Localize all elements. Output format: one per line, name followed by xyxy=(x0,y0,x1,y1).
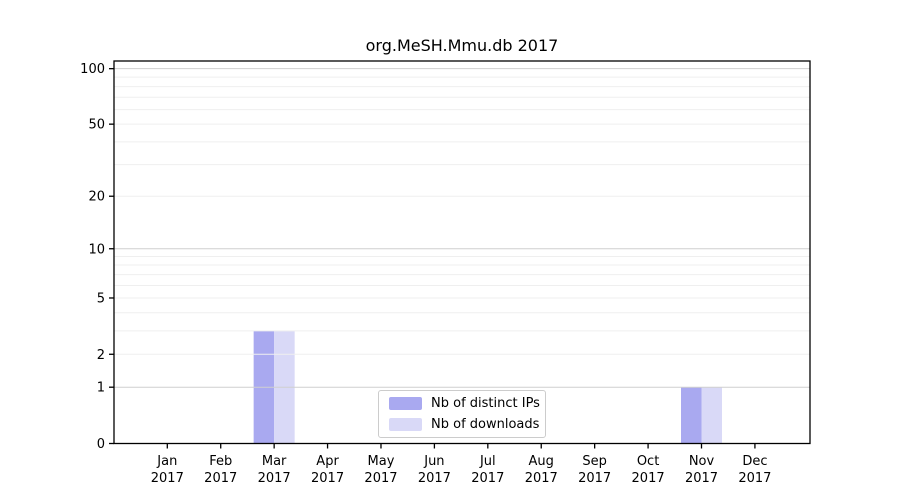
chart-title: org.MeSH.Mmu.db 2017 xyxy=(366,36,559,55)
x-tick-label-month: Oct xyxy=(637,454,659,469)
y-tick-label: 100 xyxy=(80,62,105,77)
plot-frame xyxy=(113,60,811,445)
legend-box: Nb of distinct IPs Nb of downloads xyxy=(378,390,546,438)
x-tick-label-month: May xyxy=(368,454,395,469)
x-tick-label-year: 2017 xyxy=(258,471,291,486)
x-tick-label-year: 2017 xyxy=(311,471,344,486)
x-tick-label-year: 2017 xyxy=(204,471,237,486)
legend-entry-distinct-ips: Nb of distinct IPs xyxy=(389,394,540,414)
x-tick-label-year: 2017 xyxy=(578,471,611,486)
x-tick-label-month: Dec xyxy=(742,454,767,469)
legend-label-downloads: Nb of downloads xyxy=(431,416,540,432)
legend-label-distinct-ips: Nb of distinct IPs xyxy=(431,396,540,412)
x-tick-label-year: 2017 xyxy=(418,471,451,486)
x-tick-label-year: 2017 xyxy=(632,471,665,486)
x-tick-label-year: 2017 xyxy=(364,471,397,486)
x-tick-label-month: Jul xyxy=(479,454,496,469)
y-tick-label: 10 xyxy=(88,242,105,257)
legend-swatch-downloads xyxy=(389,417,422,431)
bar-nov-s0 xyxy=(681,387,702,444)
bars-layer xyxy=(253,330,722,444)
legend-swatch-distinct-ips xyxy=(389,397,422,411)
y-tick-label: 50 xyxy=(88,118,105,133)
x-tick-label-month: Sep xyxy=(582,454,607,469)
y-tick-label: 2 xyxy=(97,348,105,363)
x-tick-label-year: 2017 xyxy=(685,471,718,486)
x-tick-label-year: 2017 xyxy=(525,471,558,486)
y-tick-label: 20 xyxy=(88,190,105,205)
y-tick-label: 0 xyxy=(97,437,105,452)
x-tick-label-month: Apr xyxy=(316,454,339,469)
x-tick-label-month: Jan xyxy=(156,454,177,469)
y-tick-label: 5 xyxy=(97,291,105,306)
x-tick-label-year: 2017 xyxy=(738,471,771,486)
y-tick-label: 1 xyxy=(97,381,105,396)
x-tick-label-month: Feb xyxy=(209,454,232,469)
bar-nov-s1 xyxy=(701,387,722,444)
x-tick-label-month: Jun xyxy=(423,454,444,469)
x-tick-label-year: 2017 xyxy=(471,471,504,486)
grid-layer xyxy=(114,68,810,388)
x-tick-label-month: Nov xyxy=(689,454,715,469)
x-tick-label-month: Mar xyxy=(262,454,287,469)
legend-entry-downloads: Nb of downloads xyxy=(389,414,539,434)
x-tick-label-year: 2017 xyxy=(151,471,184,486)
x-tick-label-month: Aug xyxy=(529,454,554,469)
axes-layer: 0 1 2 5 10 20 50 100 Jan 2017 Feb 2017 Mar 2017 Apr 201… xyxy=(80,60,811,486)
